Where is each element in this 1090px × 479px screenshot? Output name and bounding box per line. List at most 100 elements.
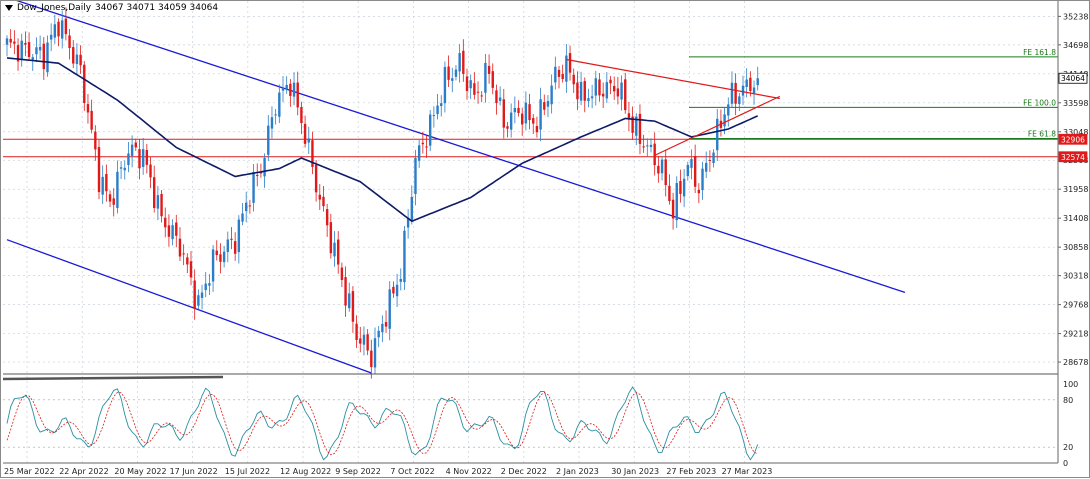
price-tag-label: 32906 (1061, 135, 1085, 144)
candle-body (557, 69, 561, 77)
candle-body (35, 47, 38, 55)
candle-body (664, 159, 667, 186)
candle-body (278, 92, 281, 117)
candle-body (716, 118, 719, 151)
candle-body (116, 171, 119, 208)
candle-body (24, 42, 27, 45)
candle-body (712, 152, 715, 164)
candle-body (384, 322, 388, 327)
candle-body (289, 83, 292, 96)
candle-body (72, 47, 75, 64)
x-tick-label: 20 May 2022 (114, 467, 166, 476)
osc-tick-label: 0 (1063, 459, 1068, 468)
candle-body (432, 115, 436, 117)
candle-body (517, 107, 520, 114)
price-tag-box (1058, 133, 1088, 145)
candle-body (226, 239, 229, 252)
candle-body (524, 102, 528, 124)
candle-body (105, 174, 108, 192)
ohlc-values: 34067 34071 34059 34064 (95, 3, 219, 13)
stochastic-d-line (6, 391, 758, 456)
osc-tick-label: 20 (1063, 443, 1073, 452)
candle-body (340, 267, 344, 280)
x-tick-label: 30 Jan 2023 (611, 467, 659, 476)
candle-body (42, 43, 45, 70)
x-tick-label: 2 Dec 2022 (501, 467, 547, 476)
candle-body (613, 85, 616, 92)
y-tick-label: 30858 (1063, 243, 1088, 252)
x-tick-label: 9 Sep 2022 (335, 467, 381, 476)
candle-body (723, 114, 726, 127)
candle-body (620, 82, 623, 100)
candle-body (594, 78, 597, 96)
candle-body (697, 189, 701, 194)
candle-body (86, 104, 90, 113)
candle-body (528, 104, 531, 121)
candle-body (329, 222, 333, 254)
candle-body (167, 225, 171, 237)
candle-body (211, 249, 215, 282)
y-tick-label: 29218 (1063, 330, 1088, 339)
candle-body (208, 283, 211, 286)
candle-body (381, 323, 384, 333)
candle-body (219, 254, 222, 262)
wedge-line (566, 58, 780, 100)
candle-body (178, 238, 182, 257)
candle-body (351, 291, 355, 322)
candle-body (495, 90, 498, 104)
candle-body (16, 45, 20, 62)
candle-body (576, 82, 579, 100)
x-tick-label: 2 Jan 2023 (556, 467, 599, 476)
candle-body (296, 82, 299, 108)
x-tick-label: 17 Jun 2022 (170, 467, 218, 476)
fib-label: FE 61.8 (1028, 130, 1056, 139)
candle-body (406, 217, 410, 228)
candles (5, 7, 759, 379)
candle-body (130, 144, 134, 156)
osc-tick-label: 100 (1063, 380, 1078, 389)
candle-body (631, 116, 634, 133)
candle-body (701, 168, 704, 191)
candle-body (366, 334, 369, 351)
horizontal-levels (3, 138, 1058, 158)
candle-body (686, 164, 689, 177)
candle-body (546, 101, 550, 107)
candle-body (57, 21, 60, 37)
candle-body (749, 77, 752, 92)
candle-body (506, 126, 509, 129)
candle-body (487, 65, 491, 74)
candle-body (314, 164, 318, 193)
y-tick-label: 33598 (1063, 99, 1088, 108)
candle-body (454, 69, 458, 77)
oscillator-marker (2, 375, 224, 381)
collapse-triangle-icon[interactable] (5, 5, 13, 11)
candle-body (480, 95, 483, 97)
candle-body (425, 146, 428, 148)
candle-body (554, 66, 557, 83)
grid (3, 1, 1058, 463)
candle-body (362, 334, 366, 345)
candle-body (741, 85, 745, 96)
candle-body (649, 144, 653, 147)
candle-body (38, 46, 42, 51)
candle-body (267, 125, 270, 155)
y-tick-label: 34698 (1063, 41, 1088, 50)
candle-body (318, 194, 321, 200)
candle-body (215, 250, 218, 256)
x-tick-label: 15 Jul 2022 (225, 467, 270, 476)
candle-body (605, 82, 609, 99)
candle-body (171, 225, 174, 240)
axes: 3523834698341483359833048325083195831408… (3, 1, 1088, 476)
candle-body (373, 338, 377, 368)
candle-body (679, 180, 682, 194)
candle-body (668, 185, 671, 202)
chart-title[interactable]: Dow_Jones,Daily 34067 34071 34059 34064 (5, 3, 218, 13)
candle-body (138, 149, 141, 169)
candle-body (90, 110, 93, 130)
candle-body (119, 167, 123, 169)
candle-body (451, 78, 454, 81)
fibonacci-levels: FE 161.8 FE 100.0 FE 61.8 (689, 48, 1058, 140)
price-tag-label: 34064 (1061, 74, 1085, 83)
candle-body (738, 96, 741, 105)
candle-body (473, 83, 476, 95)
